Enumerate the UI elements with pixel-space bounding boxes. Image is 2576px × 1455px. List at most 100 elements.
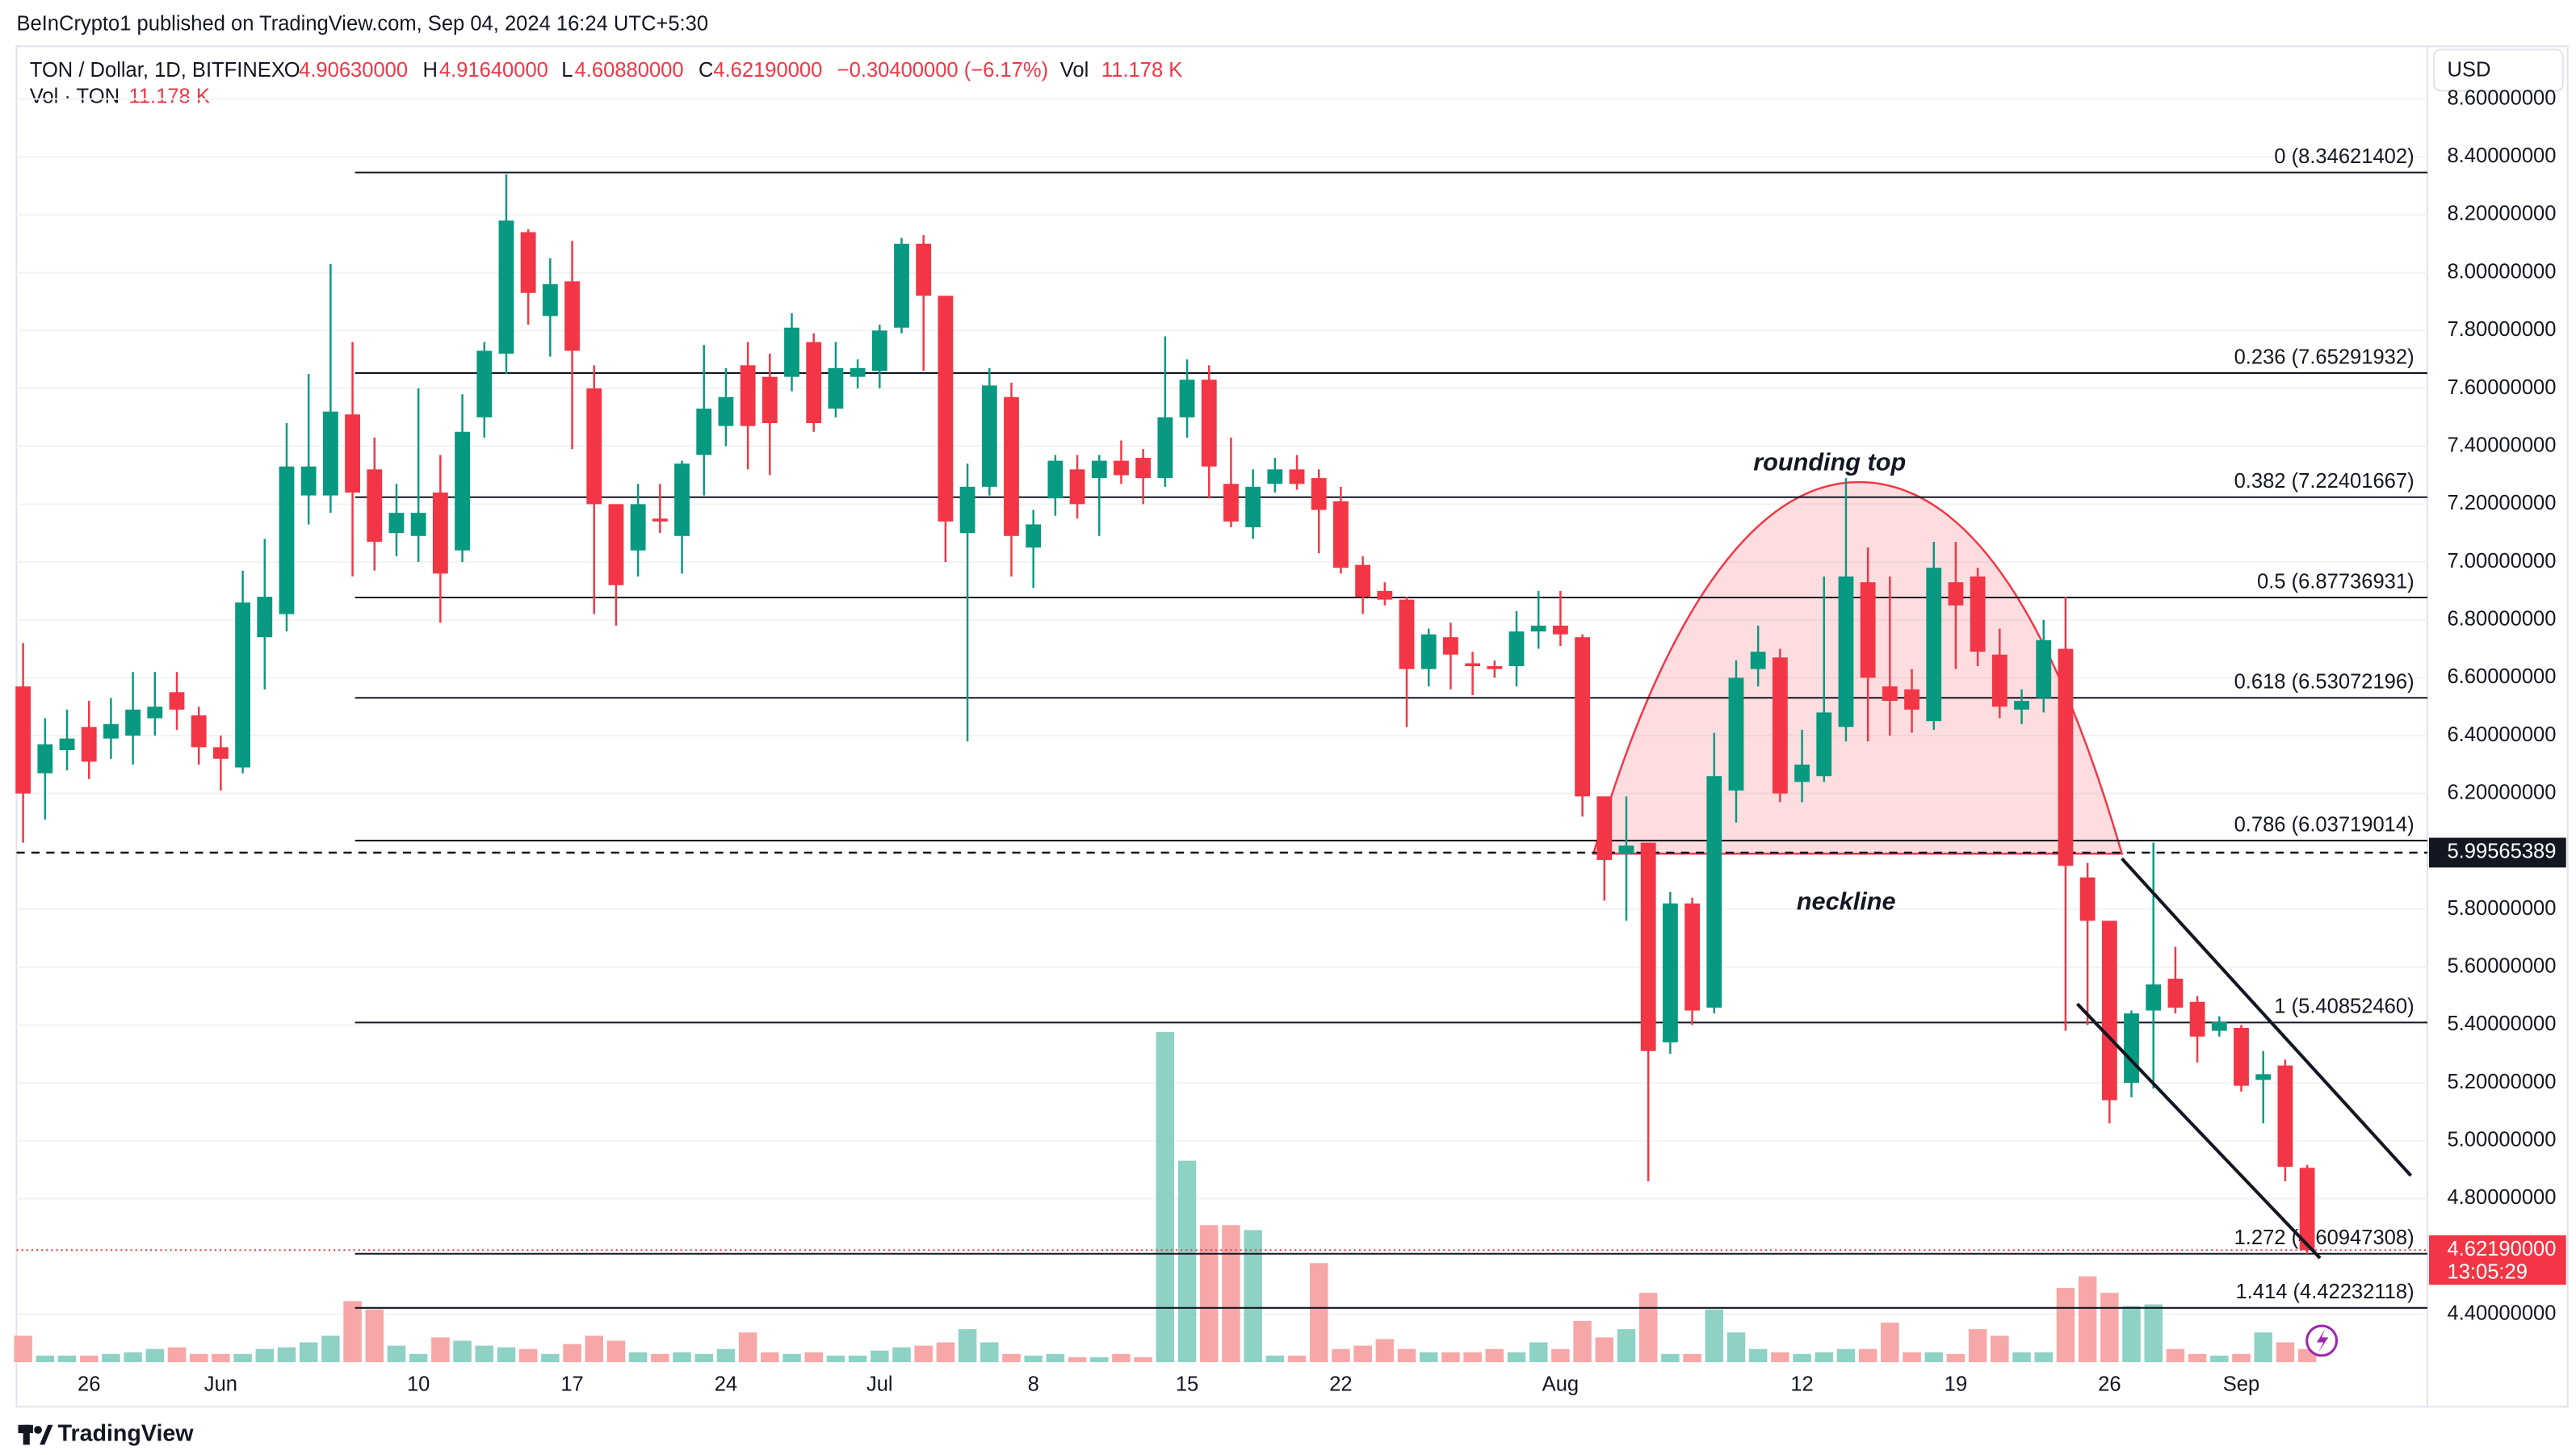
candle-body [981,385,997,487]
fib-label: 1.272 (4.60947308) [2234,1226,2414,1249]
fib-label: 1 (5.40852460) [2274,996,2414,1018]
logo-part [34,1425,42,1434]
candle-body [850,367,866,377]
volume-bar [1683,1353,1701,1363]
candle-body [2277,1065,2293,1168]
volume-bar [212,1353,230,1363]
y-tick-label: 7.20000000 [2447,492,2556,514]
volume-bar [585,1335,603,1363]
candle-body [257,597,273,638]
candle-body [1552,625,1568,635]
legend-line: TON / Dollar, 1D, BITFINEX O 4.90630000 … [30,59,1183,82]
volume-bar [1815,1352,1834,1363]
volume-bar [1705,1309,1724,1363]
vol-series-name: Vol · TON [30,85,120,107]
y-tick-label: 6.80000000 [2447,607,2556,630]
y-tick-label: 7.40000000 [2447,434,2556,456]
volume-bar [255,1348,275,1363]
price-tag [2429,837,2566,868]
x-tick-label: 12 [1790,1373,1813,1395]
candle-body [455,431,470,551]
volume-bar [1244,1230,1262,1363]
volume-bar [1573,1320,1592,1363]
candle-body [2234,1028,2249,1086]
candle-body [2036,639,2052,698]
y-tick-label: 6.40000000 [2447,723,2556,746]
volume-bar [1222,1225,1240,1363]
vol-label: Vol [1060,59,1089,82]
volume-bar [980,1342,999,1363]
change-value: −0.30400000 (−6.17%) [837,59,1048,82]
candle-body [388,513,405,534]
candle-body [1004,396,1019,536]
candle-body [1487,666,1503,669]
candle-body [1750,652,1766,669]
logo-part [40,1424,53,1445]
candle-body [235,602,251,768]
candle-body [1596,796,1613,861]
x-tick-label: 17 [560,1373,583,1395]
volume-bar [1441,1352,1460,1363]
candle-body [740,365,756,426]
volume-bar [2012,1352,2031,1363]
volume-bar [738,1332,757,1363]
candle-body [1179,379,1195,417]
candle-body [345,414,360,493]
fib-label: 1.414 (4.42232118) [2235,1281,2414,1303]
candle-body [1860,582,1876,678]
candle-body [2255,1074,2272,1080]
volume-bar [1353,1345,1372,1363]
candle-body [674,463,690,536]
volume-bar [2188,1353,2207,1363]
candle-body [1662,903,1678,1042]
candle-body [1706,776,1722,1008]
y-tick-label: 7.60000000 [2447,376,2556,399]
y-tick-label: 6.60000000 [2447,665,2556,688]
candle-body [1530,625,1546,632]
brand: TradingView [18,1421,194,1447]
brand-name: TradingView [58,1421,195,1447]
candle-body [828,367,844,409]
candle-body [2014,701,2029,710]
currency-button[interactable] [2433,48,2564,92]
y-tick-label: 8.00000000 [2447,260,2556,283]
volume-bar [628,1352,648,1363]
candle-body [1904,689,1919,710]
volume-bar [716,1348,736,1363]
volume-bar [453,1340,472,1363]
volume-bar [1551,1348,1570,1363]
volume-bar [848,1355,867,1363]
y-tick-label: 7.00000000 [2447,550,2556,572]
candle-body [959,486,975,534]
volume-bar [761,1352,779,1363]
candle-body [279,466,295,614]
volume-bar [1924,1352,1943,1363]
x-tick-label: 10 [407,1373,430,1395]
countdown: 13:05:29 [2448,1261,2528,1284]
y-tick-label: 4.80000000 [2447,1186,2556,1209]
volume-bar [2254,1332,2272,1363]
volume-bar [1309,1263,1328,1363]
y-tick-label: 8.40000000 [2447,145,2556,167]
volume-bar [299,1342,318,1363]
y-tick-label: 5.80000000 [2447,897,2556,920]
volume-bar [1112,1353,1131,1363]
candle-body [2146,984,2162,1011]
x-tick-label: 22 [1329,1373,1352,1395]
fib-label: 0.618 (6.53072196) [2234,671,2414,694]
volume-bar [518,1348,538,1363]
volume-bar [2232,1353,2251,1363]
candle-body [1355,564,1371,598]
channel-upper [2121,857,2413,1177]
candle-body [1575,637,1591,797]
x-tick-label: 15 [1176,1373,1198,1395]
currency-label[interactable]: USD [2448,59,2491,82]
volume-bar [1726,1332,1746,1363]
candle-body [1267,469,1283,484]
volume-bar [2056,1288,2075,1363]
candle-body [15,686,31,794]
volume-bar [1617,1329,1636,1363]
open-label: O [284,59,300,82]
volume-bar [2034,1352,2053,1363]
